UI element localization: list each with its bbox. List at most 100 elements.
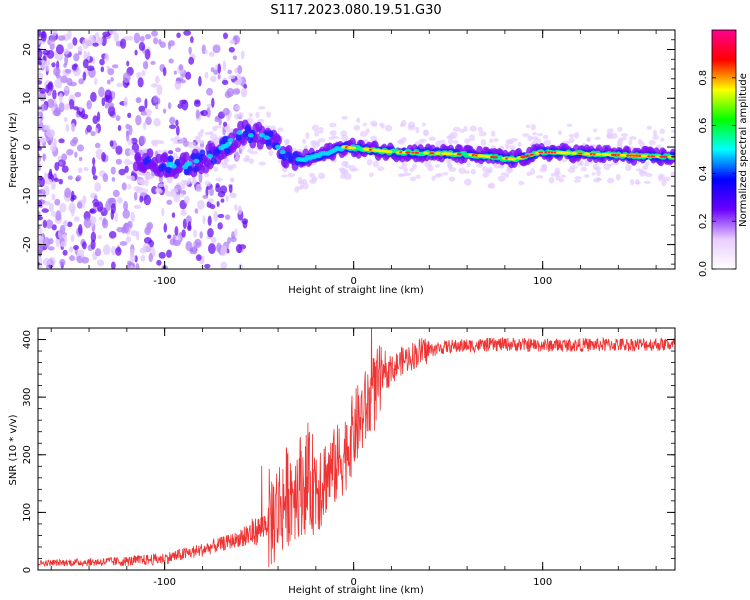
spectrogram-blob: [127, 183, 132, 190]
colorbar-tick-label: 0.2: [698, 213, 709, 229]
spectrogram-blob: [227, 166, 234, 171]
spectrogram-blob: [434, 151, 441, 155]
spectrogram-blob: [268, 150, 274, 157]
spectrogram-blob: [343, 161, 349, 166]
spectrogram-blob: [92, 175, 98, 180]
spectrogram-blob: [341, 116, 348, 120]
spectrogram-blob: [179, 79, 186, 84]
spectrogram-blob: [155, 104, 159, 110]
spectrogram-blob: [316, 140, 321, 147]
spectrogram-blob: [188, 56, 195, 65]
spectrogram-blob: [311, 124, 319, 131]
spectrogram-blob: [222, 107, 230, 116]
spectrogram-blob: [621, 132, 628, 138]
spectrogram-blob: [477, 126, 483, 132]
spectrogram-blob: [70, 196, 75, 202]
spectrogram-blob: [448, 176, 456, 182]
spectrogram-blob: [238, 263, 244, 269]
spectrogram-blob: [218, 117, 222, 126]
spectrogram-blob: [146, 148, 154, 159]
spectrogram-blob: [628, 139, 633, 146]
spectrogram-blob: [209, 75, 217, 83]
spectrogram-blob: [232, 55, 238, 60]
snr-y-tick-label: 400: [22, 330, 33, 349]
spectrogram-blob: [191, 176, 196, 181]
spectrogram-blob: [529, 153, 535, 156]
spectrogram-blob: [52, 109, 61, 117]
spectrogram-blob: [197, 199, 205, 210]
spectrogram-blob: [646, 125, 652, 130]
spectrogram-blob: [226, 87, 235, 97]
spectrogram-blob: [107, 68, 115, 76]
snr-y-tick-label: 0: [22, 567, 33, 573]
spectrogram-blob: [111, 245, 117, 256]
spectrogram-blob: [63, 86, 70, 91]
spectrogram-blob: [247, 136, 254, 144]
spectrogram-blob: [190, 141, 196, 145]
spectrogram-blob: [86, 99, 92, 110]
spectrogram-blob: [82, 71, 87, 81]
spectrogram-blob: [154, 75, 160, 84]
spectrogram-blob: [237, 205, 243, 215]
spectrogram-blob: [133, 204, 142, 209]
spectrogram-blob: [560, 174, 567, 178]
spectrogram-blob: [409, 167, 415, 172]
spectrogram-blob: [38, 61, 42, 66]
spectrogram-blob: [468, 134, 476, 142]
spectrogram-blob: [73, 245, 79, 250]
spectrogram-blob: [232, 88, 241, 95]
spectrogram-blob: [46, 98, 55, 108]
spectrogram-blob: [137, 77, 144, 88]
spectrogram-blob: [165, 191, 173, 197]
spectrogram-blob: [204, 131, 213, 136]
spectrogram-blob: [456, 153, 462, 156]
spectrogram-blob: [69, 255, 76, 262]
spectrogram-blob: [42, 219, 47, 229]
spectrogram-blob: [161, 207, 165, 217]
spectrogram-blob: [229, 39, 236, 45]
spectrogram-blob: [650, 155, 656, 158]
spectrogram-blob: [119, 241, 128, 246]
spectrogram-blob: [368, 172, 374, 178]
spectrogram-blob: [45, 59, 51, 67]
spectrogram-blob: [156, 84, 163, 96]
spectrogram-blob: [340, 167, 347, 175]
spectrogram-blob: [151, 30, 158, 37]
spectrogram-blob: [77, 167, 83, 174]
spectrogram-blob: [642, 164, 649, 171]
spectrogram-blob: [535, 175, 544, 179]
spectrogram-blob: [224, 146, 231, 154]
spectrogram-blob: [153, 95, 159, 104]
spectrogram-blob: [213, 210, 219, 222]
spectrogram-blob: [129, 254, 136, 263]
spectrogram-blob: [158, 183, 165, 188]
spectrogram-blob: [48, 168, 53, 177]
spectrogram-blob: [568, 137, 575, 144]
spectrogram-blob: [222, 32, 229, 40]
spectrogram-blob: [178, 64, 184, 71]
spectrogram-blob: [94, 77, 98, 86]
spectrogram-blob: [314, 129, 320, 137]
spectrogram-blob: [100, 66, 105, 73]
spectrogram-blob: [508, 145, 516, 150]
spectrogram-blob: [329, 130, 337, 136]
spectrogram-blob: [148, 253, 153, 263]
spectrogram-blob: [227, 137, 234, 143]
spectrogram-blob: [171, 212, 176, 218]
spectrogram-blob: [145, 156, 152, 164]
spectrogram-blob: [583, 174, 590, 178]
spectrogram-blob: [566, 123, 573, 128]
spectrogram-blob: [97, 36, 103, 43]
spectrogram-blob: [133, 185, 141, 192]
spectrogram-blob: [431, 175, 436, 182]
spectrogram-blob: [63, 116, 68, 123]
spectrogram-blob: [167, 150, 174, 155]
spectrogram-blob: [573, 179, 582, 183]
spectrogram-blob: [234, 67, 238, 74]
spectrogram-blob: [135, 263, 140, 269]
spectrogram-blob: [609, 132, 618, 139]
spectrogram-blob: [480, 139, 487, 146]
spectrogram-blob: [263, 135, 270, 140]
spectrogram-blob: [234, 155, 240, 162]
